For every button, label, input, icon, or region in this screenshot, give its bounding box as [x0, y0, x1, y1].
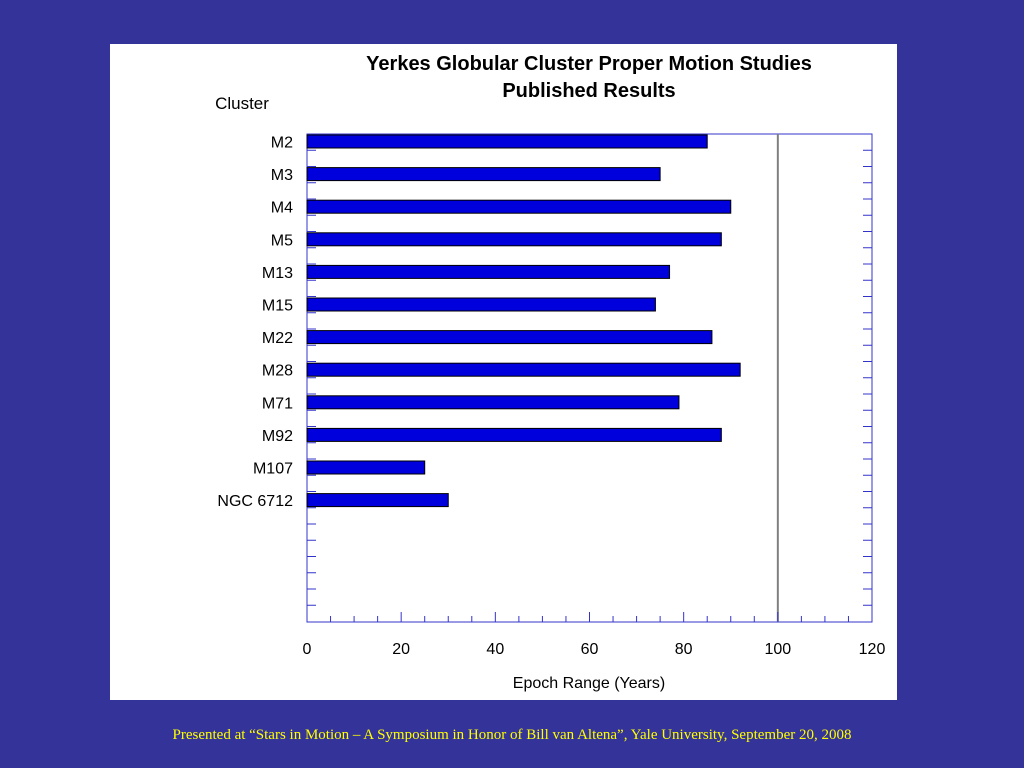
- category-label: M5: [271, 232, 293, 249]
- chart-panel: Yerkes Globular Cluster Proper Motion St…: [110, 44, 897, 700]
- x-tick-label: 80: [675, 641, 693, 658]
- bar: [306, 460, 426, 475]
- x-tick-label: 0: [303, 641, 312, 658]
- category-label: M13: [262, 265, 293, 282]
- category-label: M4: [271, 200, 293, 217]
- plot-area: 0 20 40 60 80 100 120 M2 M3 M4 M5 M13 M15 M22 M28 M71 M9…: [217, 133, 886, 658]
- x-tick-label: 40: [486, 641, 504, 658]
- category-label: M2: [271, 135, 293, 152]
- chart-title-line1: Yerkes Globular Cluster Proper Motion St…: [366, 53, 812, 75]
- x-tick-label: 120: [859, 641, 886, 658]
- bar: [306, 395, 680, 410]
- category-label: M28: [262, 363, 293, 380]
- footer-caption: Presented at “Stars in Motion – A Sympos…: [172, 727, 852, 743]
- bar: [306, 134, 708, 149]
- bar: [306, 264, 671, 279]
- chart-title-line2: Published Results: [502, 80, 675, 102]
- category-label: NGC 6712: [217, 493, 293, 510]
- bar: [306, 199, 732, 214]
- bar: [306, 330, 713, 345]
- bar: [306, 362, 741, 377]
- category-label: M107: [253, 461, 293, 478]
- bar: [306, 167, 661, 182]
- category-label: M3: [271, 167, 293, 184]
- category-label: M92: [262, 428, 293, 445]
- bar: [306, 427, 722, 442]
- x-axis-label: Epoch Range (Years): [513, 675, 665, 692]
- bar: [306, 297, 656, 312]
- y-axis-label: Cluster: [215, 94, 269, 113]
- category-label: M15: [262, 298, 293, 315]
- category-label: M71: [262, 395, 293, 412]
- bar: [306, 232, 722, 247]
- bar: [306, 493, 449, 508]
- x-tick-label: 20: [392, 641, 410, 658]
- x-tick-label: 100: [764, 641, 791, 658]
- category-label: M22: [262, 330, 293, 347]
- bar-chart: Yerkes Globular Cluster Proper Motion St…: [215, 53, 886, 692]
- x-tick-label: 60: [581, 641, 599, 658]
